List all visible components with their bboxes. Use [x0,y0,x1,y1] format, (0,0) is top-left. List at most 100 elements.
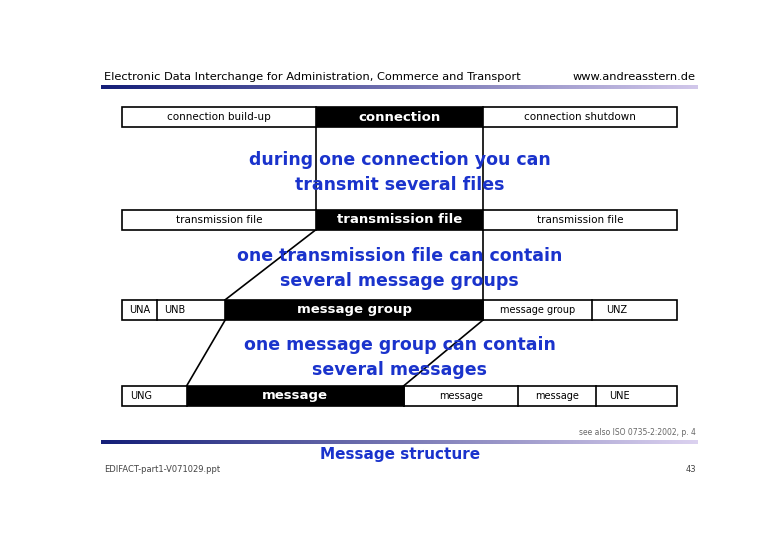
Bar [479,85,480,90]
Bar [270,85,271,90]
Bar [650,440,651,444]
Bar [691,85,692,90]
Bar [270,440,271,444]
Bar [307,440,308,444]
Bar [253,85,254,90]
Bar [320,85,321,90]
Bar [586,440,587,444]
Bar [615,85,616,90]
Bar [550,85,551,90]
Bar [570,85,571,90]
Bar [688,85,689,90]
Bar [457,440,458,444]
Bar [651,85,652,90]
Bar [605,440,606,444]
Bar [124,440,125,444]
Bar [596,85,597,90]
Text: connection shutdown: connection shutdown [524,112,636,122]
Bar [182,85,183,90]
Bar [252,85,253,90]
Bar [671,440,672,444]
Bar [349,85,350,90]
Bar [421,85,422,90]
Bar [418,85,419,90]
Bar [272,85,273,90]
Bar [514,440,515,444]
Bar [580,85,581,90]
Bar [482,85,483,90]
Bar [202,85,203,90]
Bar [680,85,681,90]
Bar [606,85,607,90]
Bar [551,440,552,444]
Bar [402,85,404,90]
Bar [254,85,255,90]
Bar [613,440,614,444]
Bar [610,440,611,444]
Text: message: message [439,391,483,401]
Bar [652,440,653,444]
Bar [199,440,200,444]
Bar [154,85,155,90]
Bar [414,440,415,444]
Bar [484,440,485,444]
Bar [102,85,103,90]
Bar [347,85,348,90]
Bar [275,440,276,444]
Bar [295,440,296,444]
Bar [221,85,222,90]
Bar [276,440,277,444]
Bar [337,85,338,90]
Bar [446,85,447,90]
Bar [466,440,467,444]
Bar [669,85,670,90]
Bar [494,440,495,444]
Bar [232,440,233,444]
Bar [447,440,448,444]
Bar [506,440,507,444]
Bar [333,440,334,444]
Bar [231,85,232,90]
Bar [657,440,658,444]
Bar [496,440,497,444]
Bar [176,440,177,444]
Bar [601,440,602,444]
Bar [643,85,644,90]
Bar [577,85,578,90]
Bar [676,440,677,444]
Bar [169,440,170,444]
Bar [363,85,364,90]
Bar [335,440,336,444]
Bar [595,440,596,444]
Bar [189,85,190,90]
Bar [623,85,624,90]
Bar [330,85,331,90]
Bar [295,85,296,90]
Bar [215,85,216,90]
Bar [370,440,371,444]
Bar [366,85,367,90]
Bar [393,85,394,90]
Bar [550,440,551,444]
Bar [273,85,274,90]
Bar [197,440,198,444]
Bar [387,440,388,444]
Bar [325,85,326,90]
Bar [600,440,601,444]
Bar [109,85,110,90]
Bar [493,440,494,444]
Bar [256,85,257,90]
Bar [644,85,645,90]
Bar [181,85,182,90]
Bar [361,85,362,90]
Bar [204,85,205,90]
Bar [198,440,199,444]
Text: transmission file: transmission file [176,214,262,225]
Text: UNG: UNG [130,391,152,401]
Bar [467,85,468,90]
Bar [369,85,370,90]
Bar [218,85,219,90]
Bar [386,85,387,90]
Bar [134,440,135,444]
Bar [647,85,648,90]
